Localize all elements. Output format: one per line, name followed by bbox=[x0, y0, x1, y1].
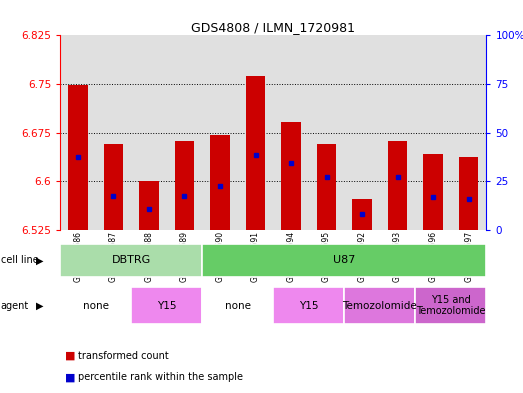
Bar bbox=[60, 287, 131, 324]
Text: Y15: Y15 bbox=[157, 301, 176, 310]
Bar bbox=[415, 287, 486, 324]
Bar bbox=[273, 287, 344, 324]
Text: cell line: cell line bbox=[1, 255, 38, 265]
Text: Temozolomide: Temozolomide bbox=[343, 301, 417, 310]
Bar bbox=[175, 141, 194, 230]
Bar bbox=[104, 144, 123, 230]
Text: none: none bbox=[225, 301, 251, 310]
Bar bbox=[353, 199, 372, 230]
Text: U87: U87 bbox=[333, 255, 356, 265]
Text: ■: ■ bbox=[65, 372, 76, 382]
Text: ▶: ▶ bbox=[36, 301, 43, 310]
Bar bbox=[202, 244, 486, 277]
Text: transformed count: transformed count bbox=[78, 351, 169, 361]
Bar bbox=[246, 76, 265, 230]
Bar bbox=[131, 287, 202, 324]
Bar bbox=[281, 121, 301, 230]
Text: Y15 and
Temozolomide: Y15 and Temozolomide bbox=[416, 295, 486, 316]
Bar bbox=[202, 287, 274, 324]
Text: Y15: Y15 bbox=[299, 301, 319, 310]
Bar bbox=[388, 141, 407, 230]
Bar bbox=[60, 244, 202, 277]
Bar bbox=[68, 85, 88, 230]
Text: percentile rank within the sample: percentile rank within the sample bbox=[78, 372, 243, 382]
Title: GDS4808 / ILMN_1720981: GDS4808 / ILMN_1720981 bbox=[191, 21, 355, 34]
Bar bbox=[139, 181, 158, 230]
Text: none: none bbox=[83, 301, 109, 310]
Bar bbox=[459, 157, 479, 230]
Bar bbox=[317, 144, 336, 230]
Text: agent: agent bbox=[1, 301, 29, 310]
Text: DBTRG: DBTRG bbox=[111, 255, 151, 265]
Bar bbox=[210, 134, 230, 230]
Bar bbox=[344, 287, 415, 324]
Text: ■: ■ bbox=[65, 351, 76, 361]
Bar bbox=[423, 154, 443, 230]
Text: ▶: ▶ bbox=[36, 255, 43, 265]
